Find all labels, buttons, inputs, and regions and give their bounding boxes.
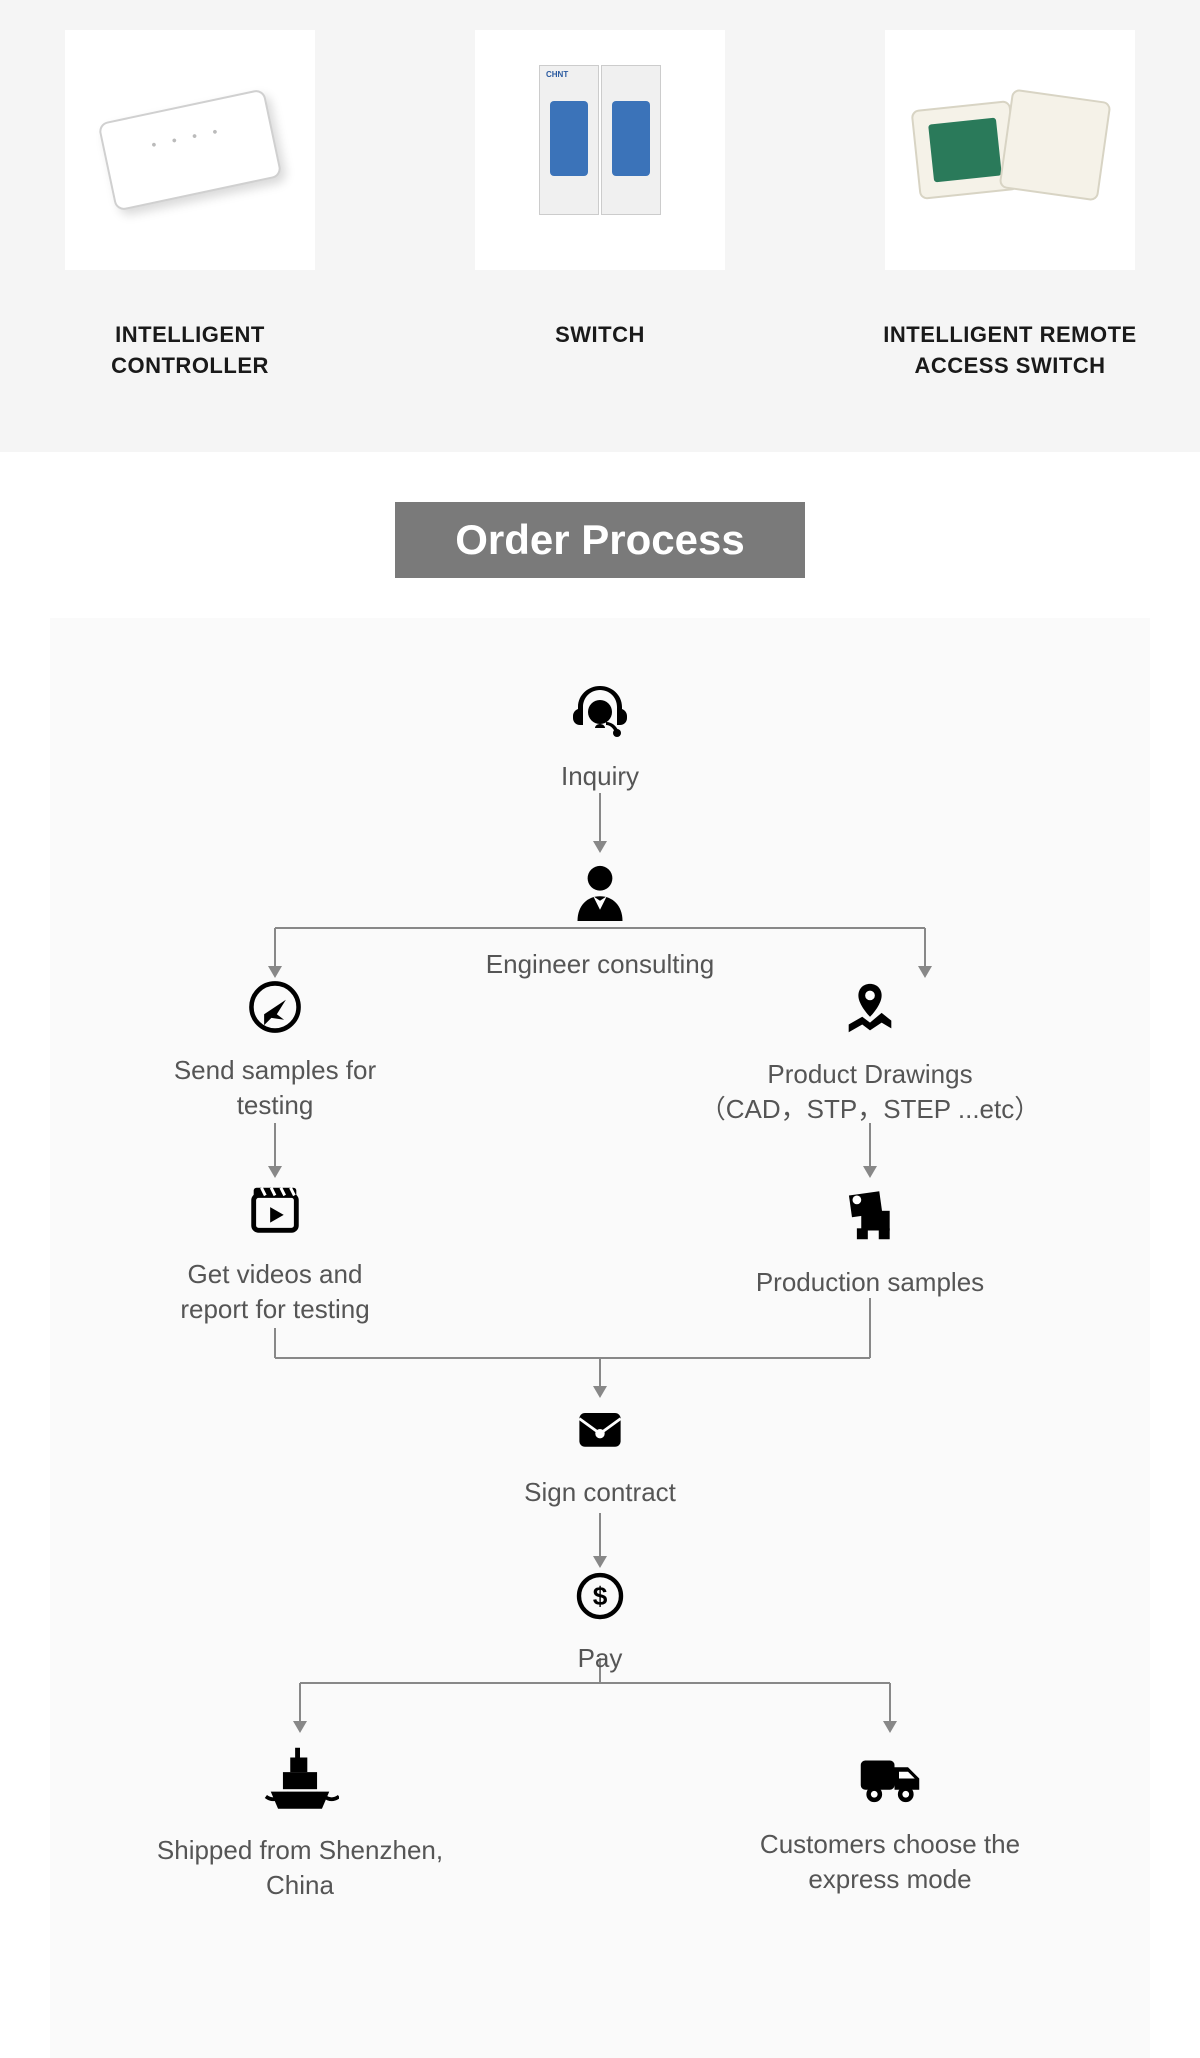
product-card: INTELLIGENT CONTROLLER xyxy=(60,30,320,382)
flow-arrow-icon xyxy=(268,966,282,978)
flow-arrow-icon xyxy=(883,1721,897,1733)
flow-connector xyxy=(274,1328,276,1358)
order-process-flowchart: InquiryEngineer consultingSend samples f… xyxy=(90,658,1110,1998)
truck-icon xyxy=(700,1738,1080,1819)
flow-arrow-icon xyxy=(918,966,932,978)
map-pin-icon xyxy=(680,978,1060,1049)
flow-connector xyxy=(599,1358,601,1388)
flow-connector xyxy=(274,928,276,968)
flow-connector xyxy=(274,1123,276,1168)
flow-node-label: Shipped from Shenzhen, China xyxy=(110,1833,490,1903)
flowchart-container: Inquiry Engineer consulting Send samples f… xyxy=(50,618,1150,2058)
product-label: INTELLIGENT CONTROLLER xyxy=(60,320,320,382)
flow-node-label: Product Drawings （CAD，STP，STEP ...etc） xyxy=(680,1057,1060,1127)
flow-connector xyxy=(275,1357,870,1359)
flow-arrow-icon xyxy=(593,1556,607,1568)
flow-connector xyxy=(924,928,926,968)
flow-node-label: Sign contract xyxy=(410,1475,790,1510)
flow-node-label: Get videos and report for testing xyxy=(85,1257,465,1327)
flow-node-prod: Production samples xyxy=(680,1178,1060,1300)
flow-node-label: Pay xyxy=(410,1641,790,1676)
machine-icon xyxy=(680,1178,1060,1257)
product-image-controller xyxy=(65,30,315,270)
flow-node-label: Production samples xyxy=(680,1265,1060,1300)
flow-connector xyxy=(599,1513,601,1558)
flow-node-drawings: Product Drawings （CAD，STP，STEP ...etc） xyxy=(680,978,1060,1127)
headset-icon xyxy=(410,678,790,751)
flow-arrow-icon xyxy=(293,1721,307,1733)
flow-arrow-icon xyxy=(863,1166,877,1178)
dollar-circle-icon xyxy=(410,1568,790,1633)
flow-node-express: Customers choose the express mode xyxy=(700,1738,1080,1897)
flow-node-label: Send samples for testing xyxy=(85,1053,465,1123)
flow-node-videos: Get videos and report for testing xyxy=(85,1178,465,1327)
section-heading-wrap: Order Process xyxy=(0,452,1200,618)
product-label: INTELLIGENT REMOTE ACCESS SWITCH xyxy=(880,320,1140,382)
flow-connector xyxy=(299,1683,301,1723)
product-image-switch: CHNT xyxy=(475,30,725,270)
product-label: SWITCH xyxy=(470,320,730,351)
section-heading: Order Process xyxy=(395,502,805,578)
flow-connector xyxy=(889,1683,891,1723)
flow-arrow-icon xyxy=(268,1166,282,1178)
flow-node-samples: Send samples for testing xyxy=(85,978,465,1123)
products-row: INTELLIGENT CONTROLLER CHNT SWITCH INTEL… xyxy=(0,0,1200,452)
video-clap-icon xyxy=(85,1178,465,1249)
person-icon xyxy=(410,858,790,939)
flow-connector xyxy=(869,1298,871,1358)
flow-arrow-icon xyxy=(593,1386,607,1398)
flow-node-contract: Sign contract xyxy=(410,1398,790,1510)
product-image-remote xyxy=(885,30,1135,270)
flow-node-label: Engineer consulting xyxy=(410,947,790,982)
flow-connector xyxy=(300,1682,890,1684)
ship-icon xyxy=(110,1738,490,1825)
envelope-icon xyxy=(410,1398,790,1467)
plane-circle-icon xyxy=(85,978,465,1045)
flow-node-engineer: Engineer consulting xyxy=(410,858,790,982)
flow-node-label: Customers choose the express mode xyxy=(700,1827,1080,1897)
flow-node-label: Inquiry xyxy=(410,759,790,794)
product-card: CHNT SWITCH xyxy=(470,30,730,382)
product-card: INTELLIGENT REMOTE ACCESS SWITCH xyxy=(880,30,1140,382)
flow-connector xyxy=(599,793,601,843)
flow-connector xyxy=(869,1123,871,1168)
flow-arrow-icon xyxy=(593,841,607,853)
flow-node-shipped: Shipped from Shenzhen, China xyxy=(110,1738,490,1903)
flow-node-pay: Pay xyxy=(410,1568,790,1676)
flow-node-inquiry: Inquiry xyxy=(410,678,790,794)
